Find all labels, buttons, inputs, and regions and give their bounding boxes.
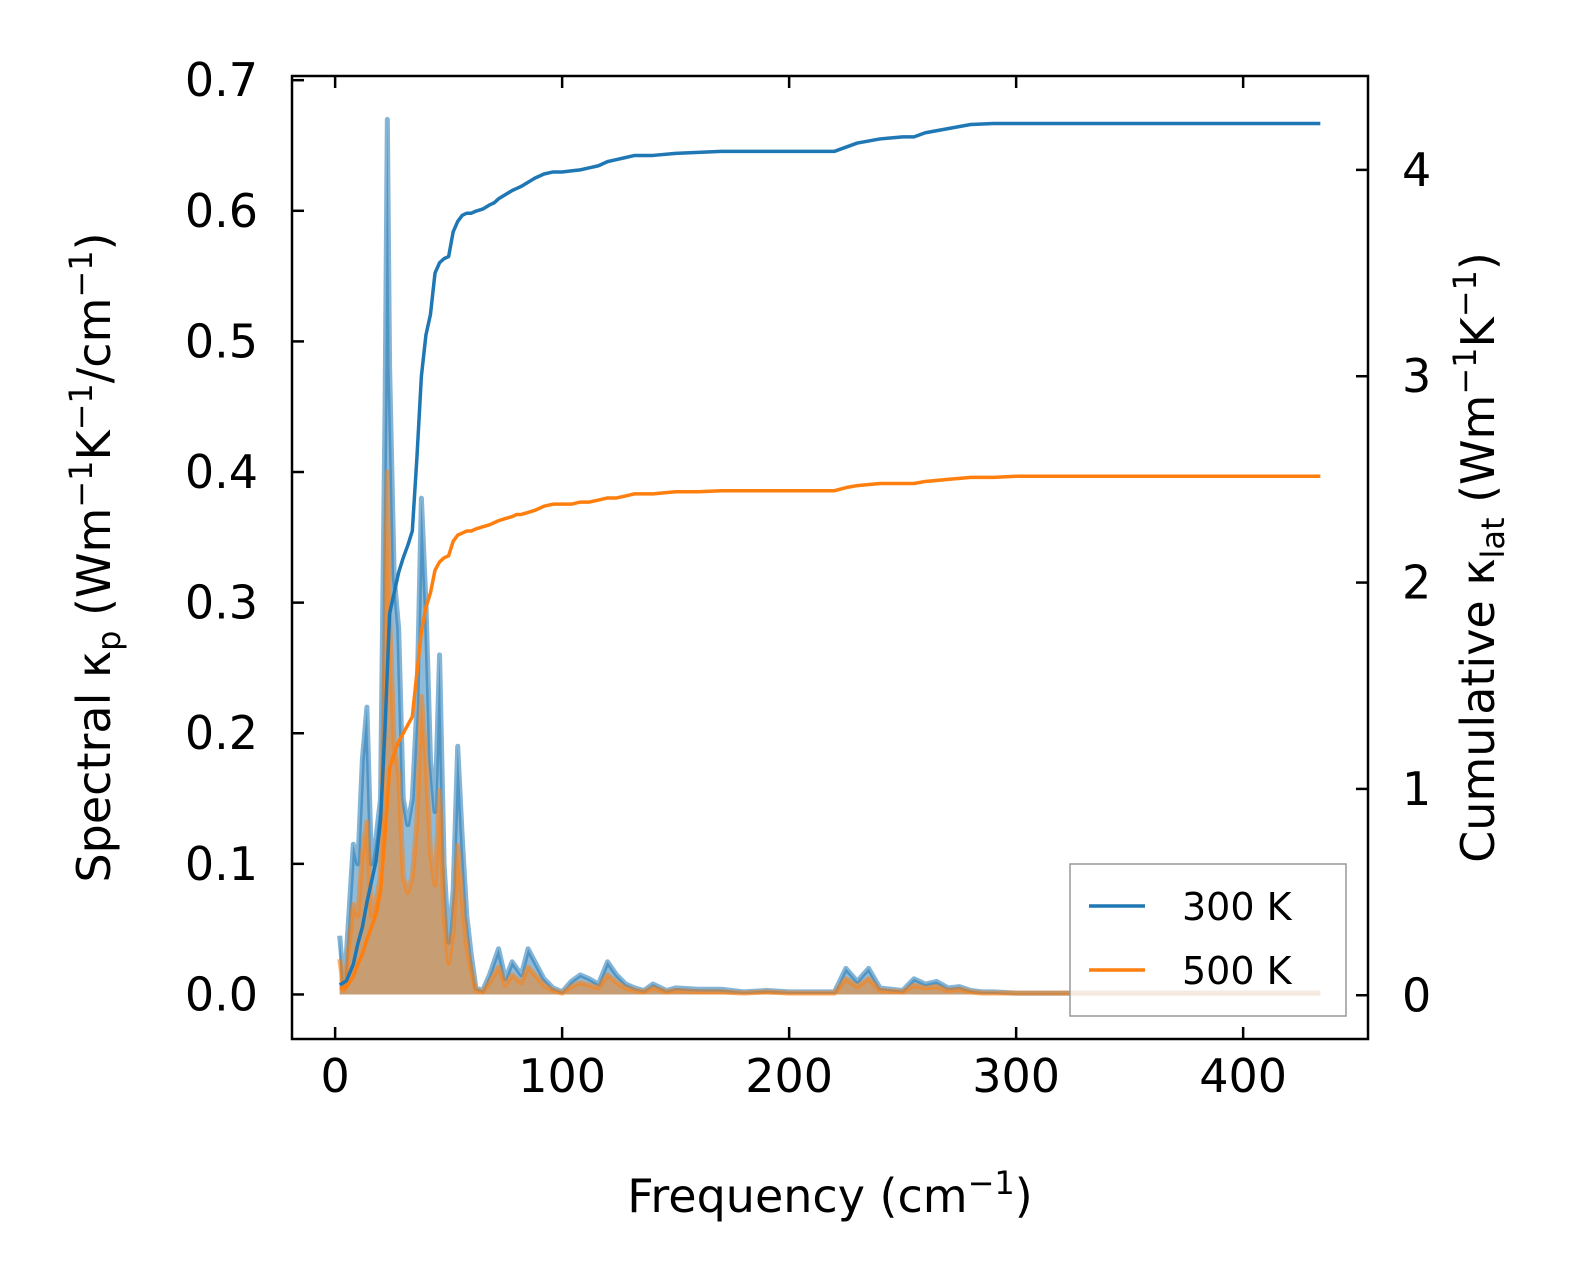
x-axis-label: Frequency (cm−1): [627, 1164, 1032, 1223]
legend-label: 500 K: [1182, 949, 1293, 993]
right-tick-label: 2: [1402, 556, 1431, 610]
x-tick-label: 200: [745, 1049, 833, 1103]
left-tick-label: 0.0: [185, 967, 258, 1021]
right-tick-label: 1: [1402, 762, 1431, 816]
cumulative-line-300k: [338, 121, 1321, 987]
x-tick-label: 300: [972, 1049, 1060, 1103]
right-axis-label: Cumulative κlat (Wm−1K−1): [1446, 252, 1512, 863]
spectral-fill-layer: [337, 116, 1321, 996]
legend-box: [1069, 863, 1347, 1017]
left-axis-label: Spectral κp (Wm−1K−1/cm−1): [62, 232, 128, 882]
plot-frame: [290, 74, 1370, 1041]
left-tick-label: 0.7: [185, 53, 258, 107]
left-tick-label: 0.6: [185, 184, 258, 238]
spectral-line-300k: [337, 116, 1321, 996]
left-tick-label: 0.5: [185, 314, 258, 368]
left-tick-label: 0.2: [185, 706, 258, 760]
left-tick-label: 0.3: [185, 576, 258, 630]
left-tick-label: 0.4: [185, 445, 258, 499]
right-tick-label: 4: [1402, 143, 1431, 197]
legend: 300 K 500 K: [1069, 863, 1347, 1017]
cumulative-line-500k: [339, 474, 1321, 991]
series-line-layer: [338, 121, 1321, 991]
right-tick-label: 0: [1402, 968, 1431, 1022]
x-tick-label: 0: [320, 1049, 349, 1103]
x-tick-label: 100: [518, 1049, 606, 1103]
left-tick-label: 0.1: [185, 837, 258, 891]
axis-label-layer: Frequency (cm−1) Spectral κp (Wm−1K−1/cm−…: [62, 232, 1512, 1223]
x-tick-label: 400: [1199, 1049, 1287, 1103]
right-tick-label: 3: [1402, 349, 1431, 403]
tick-layer: 0 100 200 300 400 0.0 0.1 0.2 0.3 0.4 0.5 0.6 0.7 0 1 2…: [185, 53, 1431, 1103]
legend-label: 300 K: [1182, 885, 1293, 929]
spectral-line-500k: [337, 469, 1321, 996]
spectral-fill-300k: [339, 119, 1321, 995]
spectral-fill-500k: [339, 472, 1321, 995]
